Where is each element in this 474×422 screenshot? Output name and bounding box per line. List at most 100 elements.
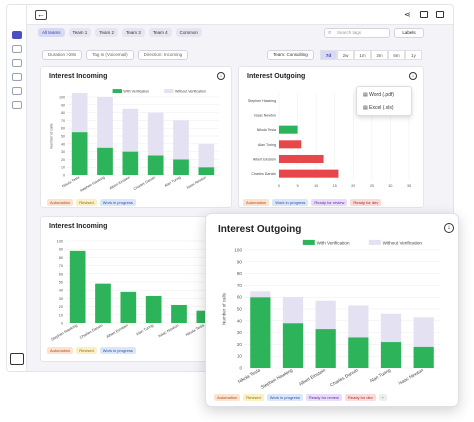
bar-with-verification [71,132,88,175]
y-tick-label: 10 [237,354,243,359]
tag-work-in-progress[interactable]: Work in progress [99,199,136,206]
tag-automation[interactable]: Automation [47,347,74,354]
menu-item-word-label: Word (.pdf) [369,92,395,98]
search-input[interactable]: ⌕ Search tags [324,28,390,38]
sidebar-item-profile[interactable] [12,101,22,109]
legend-label: With Verification [123,90,149,94]
tag-ready-for-review[interactable]: Ready for review [311,199,348,206]
filter-duration[interactable]: Duration >28s [42,50,83,60]
card-tags: Automation Work in progress Ready for re… [243,199,382,206]
x-tick-label: 5 [297,184,299,188]
bar [69,250,86,323]
team-select[interactable]: Team: Consulting [267,50,314,60]
card-title: Interest Outgoing [247,73,306,80]
card-title: Interest Incoming [49,223,108,230]
x-tick-label: Isaac Newton [398,367,425,385]
tag-ready-for-dev[interactable]: Ready for dev [350,199,382,206]
y-tick-label: 100 [59,96,65,100]
sidebar-item-stats[interactable] [12,45,22,53]
x-tick-label: Albert Einstein [298,367,327,386]
range-6m[interactable]: 6m [388,50,405,60]
bar-with-verification [380,342,402,368]
range-1m[interactable]: 1m [354,50,371,60]
y-tick-label: 0 [239,366,242,371]
tag-revised[interactable]: Revised [243,394,264,401]
y-tick-label: 50 [237,307,243,312]
x-tick-label: 30 [388,184,392,188]
bar [279,169,339,178]
download-icon[interactable]: ↓ [217,72,225,80]
export-icon[interactable] [436,11,444,18]
x-tick-label: Nikola Tesla [185,323,205,337]
chip-common[interactable]: Common [175,28,202,37]
y-tick-label: 30 [59,297,63,301]
sidebar-item-calendar[interactable] [12,87,22,95]
menu-item-word[interactable]: ▤ Word (.pdf) [363,92,394,98]
y-tick-label: 20 [59,305,63,309]
card-interest-incoming-2: Interest Incoming 0 10 20 30 40 50 60 70 80 90 100… [40,216,226,362]
y-tick-label: 90 [61,103,65,107]
y-tick-label: 40 [237,318,243,323]
chart-interest-incoming-2: 0 10 20 30 40 50 60 70 80 90 100 Stephen Hawking Cha… [50,240,217,342]
chip-team-1[interactable]: Team 1 [68,28,92,37]
sidebar-item-team[interactable] [12,73,22,81]
more-tags-button[interactable]: + [378,394,388,401]
team-chips: All teams Team 1 Team 2 Team 3 Team 4 Co… [38,28,202,37]
tag-work-in-progress[interactable]: Work in progress [99,347,136,354]
legend-swatch [112,89,122,94]
back-button[interactable]: ← [35,10,47,20]
x-tick-label: Alan Turing [136,323,155,336]
bar-without-verification [282,297,304,324]
filter-bar: Duration >28s Tag Is (Voicemail) Directi… [42,50,189,60]
tag-revised[interactable]: Revised [76,199,97,206]
range-7d[interactable]: 7d [320,50,337,60]
bar [279,154,324,164]
bar-without-verification [198,143,215,168]
range-1y[interactable]: 1y [405,50,422,60]
bar-with-verification [173,159,189,175]
range-3m[interactable]: 3m [371,50,388,60]
legend-label: Without Verification [175,90,206,94]
expanded-chart-popup: Interest Outgoing ↓ 0 10 20 30 40 50 60 70 80 90 1… [205,213,459,407]
chip-team-4[interactable]: Team 4 [148,28,172,37]
menu-item-excel[interactable]: ▤ Excel (.xls) [363,105,394,111]
filter-direction[interactable]: Direction: Incoming [137,50,189,60]
tag-ready-for-dev[interactable]: Ready for dev [344,394,376,401]
filter-tag[interactable]: Tag Is (Voicemail) [86,50,134,60]
y-tick-label: 70 [61,119,65,123]
share-icon[interactable]: ⋖ [404,10,411,19]
tag-automation[interactable]: Automation [47,199,74,206]
sidebar-item-messages[interactable] [12,59,22,67]
bar-without-verification [97,97,113,148]
y-tick-label: 60 [237,295,243,300]
bar-without-verification [413,317,434,347]
x-tick-label: Charles Darwin [79,323,103,339]
download-icon[interactable]: ↓ [444,223,454,233]
chart-interest-outgoing: 0 5 10 15 20 25 30 35 Stephen Hawking Isaac Newto… [248,93,411,188]
labels-button[interactable]: Labels [394,28,424,38]
chip-team-2[interactable]: Team 2 [95,28,119,37]
x-tick-label: 25 [370,184,374,188]
file-icon: ▤ [363,105,370,111]
range-2w[interactable]: 2w [337,50,354,60]
y-tick-label: 20 [237,342,243,347]
bar-with-verification [198,167,215,175]
tag-work-in-progress[interactable]: Work in progress [266,394,303,401]
tag-work-in-progress[interactable]: Work in progress [272,199,309,206]
sidebar-item-inbox[interactable] [12,31,22,39]
download-icon[interactable]: ↓ [409,72,417,80]
tag-automation[interactable]: Automation [214,394,241,401]
bar-with-verification [315,329,336,368]
tag-revised[interactable]: Revised [76,347,97,354]
chip-team-3[interactable]: Team 3 [122,28,145,37]
x-tick-label: Charles Darwin [329,367,359,387]
bar [95,283,111,323]
tag-ready-for-review[interactable]: Ready for review [305,394,342,401]
arrow-left-icon: ← [37,10,45,19]
tag-automation[interactable]: Automation [243,199,270,206]
x-tick-label: Stephen Hawking [79,175,105,193]
chip-all-teams[interactable]: All teams [38,28,65,37]
y-tick-label: 100 [234,248,242,253]
calendar-icon[interactable] [420,11,428,18]
